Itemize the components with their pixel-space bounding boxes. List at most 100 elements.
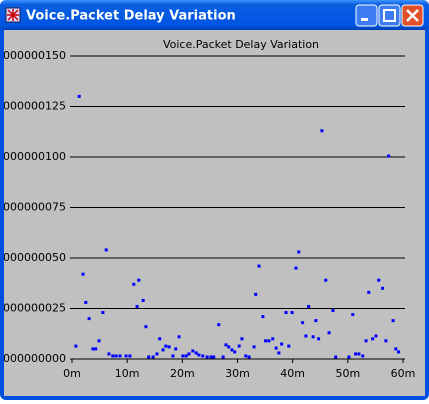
data-point	[191, 349, 195, 353]
data-point	[357, 352, 361, 356]
data-point	[307, 304, 311, 308]
data-point	[257, 264, 261, 268]
data-point	[244, 354, 248, 358]
data-point	[181, 354, 185, 358]
data-point	[301, 321, 305, 325]
data-point	[277, 351, 281, 355]
y-tick-label: 0,000000050	[0, 251, 66, 264]
data-point	[128, 354, 132, 358]
data-point	[124, 354, 128, 358]
window-title: Voice.Packet Delay Variation	[26, 9, 236, 24]
data-point	[347, 355, 351, 359]
data-point	[111, 354, 115, 358]
data-point	[164, 344, 168, 348]
data-point	[135, 304, 139, 308]
data-point	[97, 339, 101, 343]
minimize-button[interactable]	[355, 4, 378, 27]
data-point	[367, 290, 371, 294]
data-point	[381, 286, 385, 290]
data-point	[174, 347, 178, 351]
data-point	[197, 353, 201, 357]
icon-glyph	[7, 9, 19, 21]
data-point	[304, 334, 308, 338]
data-point	[101, 311, 105, 315]
data-point	[394, 347, 398, 351]
data-point	[294, 266, 298, 270]
data-point	[311, 335, 315, 339]
chart-title: Voice.Packet Delay Variation	[163, 38, 319, 51]
data-point	[94, 347, 98, 351]
data-point	[351, 313, 355, 317]
data-point	[161, 348, 165, 352]
data-point	[364, 339, 368, 343]
data-point	[297, 250, 301, 254]
data-point	[132, 282, 136, 286]
data-point	[141, 298, 145, 302]
data-point	[151, 355, 155, 359]
data-point	[391, 319, 395, 323]
data-point	[397, 350, 401, 354]
data-point	[317, 337, 321, 341]
data-point	[81, 272, 85, 276]
client-area	[4, 30, 425, 396]
data-point	[384, 339, 388, 343]
data-point	[144, 325, 148, 329]
chart: Voice.Packet Delay Variation 0,000000000…	[0, 38, 416, 380]
data-point	[240, 337, 244, 341]
data-point	[227, 345, 231, 349]
y-tick-label: 0,000000125	[0, 100, 66, 113]
x-tick-label: 50m	[335, 367, 360, 380]
data-point	[147, 355, 151, 359]
data-point	[324, 278, 328, 282]
title-bar	[0, 0, 429, 30]
data-point	[104, 248, 108, 252]
data-point	[274, 346, 278, 350]
data-point	[184, 354, 188, 358]
data-point	[280, 342, 284, 346]
data-point	[224, 343, 228, 347]
x-tick-label: 30m	[225, 367, 250, 380]
data-point	[320, 129, 324, 133]
data-point	[267, 339, 271, 343]
data-point	[230, 348, 234, 352]
x-tick-label: 0m	[63, 367, 81, 380]
data-point	[171, 354, 175, 358]
data-point	[167, 345, 171, 349]
y-tick-label: 0,000000025	[0, 302, 66, 315]
data-point	[187, 352, 191, 356]
maximize-button[interactable]	[378, 4, 401, 27]
y-tick-label: 0,000000150	[0, 49, 66, 62]
data-point	[271, 337, 275, 341]
data-point	[118, 354, 122, 358]
close-button[interactable]	[401, 4, 424, 27]
data-point	[212, 355, 216, 359]
data-point	[137, 278, 141, 282]
data-point	[194, 351, 198, 355]
y-tick-label: 0,000000000	[0, 352, 66, 365]
data-point	[334, 355, 338, 359]
x-tick-label: 20m	[170, 367, 195, 380]
data-point	[327, 331, 331, 335]
data-point	[387, 154, 391, 158]
data-point	[314, 319, 318, 323]
data-point	[177, 335, 181, 339]
data-point	[287, 344, 291, 348]
data-point	[290, 311, 294, 315]
data-point	[284, 311, 288, 315]
x-tick-label: 60m	[391, 367, 416, 380]
data-point	[91, 347, 95, 351]
data-point	[354, 352, 358, 356]
data-point	[158, 337, 162, 341]
data-point	[247, 355, 251, 359]
data-point	[233, 350, 237, 354]
data-point	[107, 352, 111, 356]
data-point	[331, 309, 335, 313]
data-point	[377, 278, 381, 282]
data-point	[209, 355, 213, 359]
data-point	[371, 337, 375, 341]
data-point	[205, 355, 209, 359]
x-tick-label: 10m	[115, 367, 140, 380]
data-point	[237, 344, 241, 348]
data-point	[201, 354, 205, 358]
